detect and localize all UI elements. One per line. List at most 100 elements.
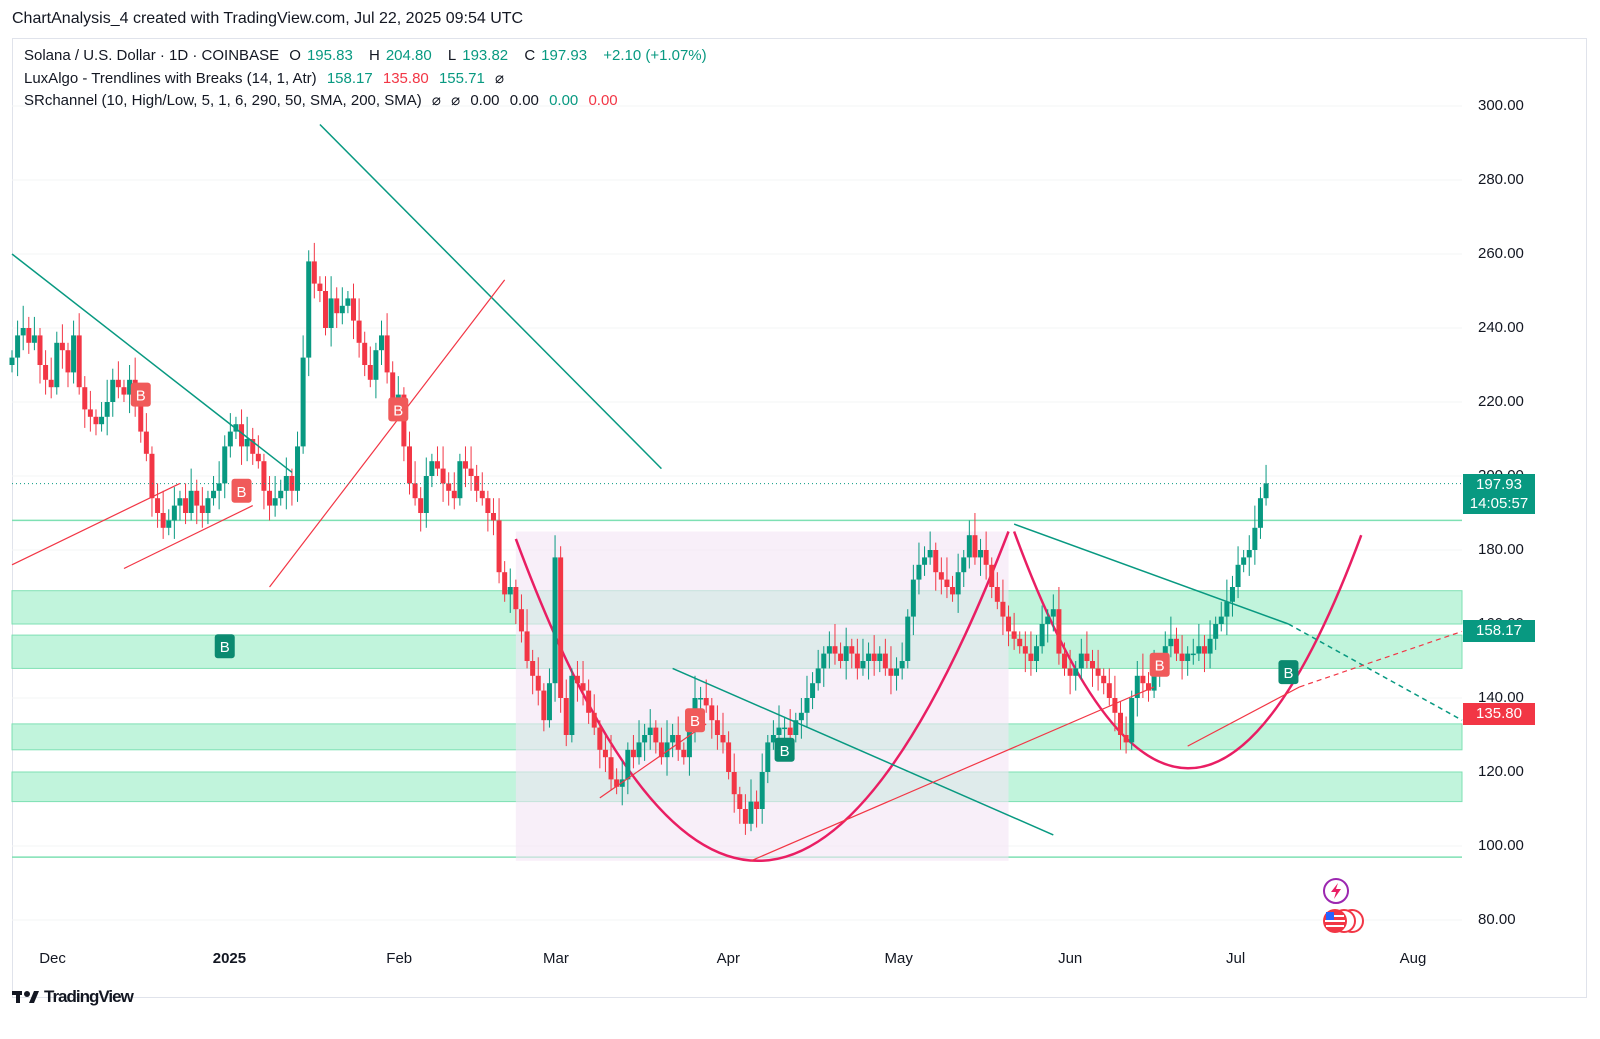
candle-body bbox=[664, 742, 670, 758]
candle-body bbox=[9, 357, 15, 365]
candle-body bbox=[1117, 712, 1123, 735]
uptrend-line bbox=[269, 279, 506, 588]
price-tick-label: 140.00 bbox=[1478, 689, 1524, 706]
price-tick-label: 240.00 bbox=[1478, 319, 1524, 336]
candle-body bbox=[916, 564, 922, 580]
candle-body bbox=[972, 535, 978, 558]
close-value: 197.93 bbox=[541, 47, 588, 64]
candle-body bbox=[1134, 675, 1140, 698]
candle-body bbox=[334, 298, 340, 314]
candle-body bbox=[955, 572, 961, 595]
time-tick-label: Mar bbox=[543, 950, 569, 967]
candle-body bbox=[1229, 587, 1235, 602]
candle-body bbox=[1062, 653, 1068, 669]
candle-body bbox=[838, 653, 844, 661]
change-value: +2.10 (+1.07%) bbox=[603, 47, 707, 64]
candle-body bbox=[1067, 668, 1073, 676]
candle-body bbox=[418, 498, 424, 513]
candle-body bbox=[535, 675, 541, 691]
candle-body bbox=[558, 557, 564, 698]
low-label: L bbox=[447, 47, 457, 64]
break-marker-letter: B bbox=[136, 388, 146, 405]
price-tick-label: 80.00 bbox=[1478, 911, 1516, 928]
indicator-name-luxalgo[interactable]: LuxAlgo - Trendlines with Breaks (14, 1,… bbox=[24, 70, 317, 87]
break-marker-letter: B bbox=[237, 484, 247, 501]
candle-body bbox=[272, 498, 278, 506]
candle-body bbox=[412, 483, 418, 499]
time-tick-label: Jun bbox=[1058, 950, 1083, 967]
downtrend-line bbox=[1288, 623, 1463, 721]
time-tick-label: Feb bbox=[386, 950, 413, 967]
candle-body bbox=[698, 698, 704, 700]
candle-body bbox=[26, 328, 32, 343]
candle-body bbox=[894, 668, 900, 676]
candle-body bbox=[1106, 683, 1112, 698]
candle-body bbox=[602, 749, 608, 758]
candle-body bbox=[642, 735, 648, 743]
candle-body bbox=[810, 683, 816, 698]
high-value: 204.80 bbox=[385, 47, 432, 64]
candle-body bbox=[731, 772, 737, 795]
candle-body bbox=[183, 498, 189, 513]
candle-body bbox=[821, 653, 827, 669]
candle-body bbox=[978, 550, 984, 558]
cup-curve bbox=[1012, 531, 1363, 770]
candle-body bbox=[1056, 609, 1062, 654]
candle-body bbox=[76, 335, 82, 388]
footer-brand[interactable]: TradingView bbox=[12, 987, 134, 1007]
candle-body bbox=[138, 402, 144, 432]
symbol-name[interactable]: Solana / U.S. Dollar · 1D · COINBASE bbox=[24, 47, 280, 64]
candle-body bbox=[1112, 698, 1118, 713]
candle-body bbox=[194, 490, 200, 506]
candle-body bbox=[647, 727, 653, 735]
candle-body bbox=[1241, 557, 1247, 565]
legend-line-srchannel[interactable]: SRchannel (10, High/Low, 5, 1, 6, 290, 5… bbox=[24, 91, 624, 109]
candle-body bbox=[1252, 527, 1258, 550]
candle-body bbox=[457, 461, 463, 499]
break-marker-badge bbox=[388, 397, 409, 422]
candle-body bbox=[1218, 616, 1224, 624]
candle-body bbox=[468, 468, 474, 476]
candle-body bbox=[48, 379, 54, 388]
candle-body bbox=[714, 720, 720, 735]
candle-body bbox=[406, 446, 412, 484]
candle-body bbox=[507, 587, 513, 595]
candle-body bbox=[127, 379, 133, 395]
candle-body bbox=[1000, 601, 1006, 617]
candle-body bbox=[675, 735, 681, 750]
candle-body bbox=[267, 490, 273, 506]
candle-body bbox=[866, 653, 872, 661]
signal-markers-layer: B B B B B B B B bbox=[130, 382, 1299, 762]
candle-body bbox=[591, 712, 597, 728]
price-tick-label: 280.00 bbox=[1478, 171, 1524, 188]
countdown-value: 14:05:57 bbox=[1469, 495, 1529, 512]
indicator-name-srchannel[interactable]: SRchannel (10, High/Low, 5, 1, 6, 290, 5… bbox=[24, 92, 422, 109]
candle-body bbox=[989, 564, 995, 587]
srchannel-value-5: 0.00 bbox=[549, 92, 579, 109]
candle-body bbox=[798, 712, 804, 721]
candle-body bbox=[155, 498, 161, 513]
candle-body bbox=[552, 557, 558, 684]
candle-body bbox=[373, 350, 379, 380]
time-tick-label: Jul bbox=[1226, 950, 1246, 967]
candle-body bbox=[994, 587, 1000, 602]
candle-body bbox=[1196, 646, 1202, 654]
candle-body bbox=[580, 683, 586, 691]
candle-body bbox=[429, 461, 435, 476]
candle-body bbox=[1129, 698, 1135, 743]
candle-body bbox=[636, 742, 642, 758]
candle-body bbox=[1213, 624, 1219, 639]
legend-line-symbol[interactable]: Solana / U.S. Dollar · 1D · COINBASE O 19… bbox=[24, 47, 713, 64]
downtrend-line bbox=[672, 667, 1054, 836]
lightning-icon[interactable] bbox=[1322, 877, 1352, 907]
candle-body bbox=[54, 342, 60, 388]
last-price-tag: 197.93 14:05:57 bbox=[1463, 474, 1535, 514]
legend-line-luxalgo[interactable]: LuxAlgo - Trendlines with Breaks (14, 1,… bbox=[24, 69, 510, 87]
buy-marker-badge bbox=[214, 634, 235, 659]
us-flag-icon[interactable] bbox=[1320, 907, 1370, 937]
candle-body bbox=[239, 424, 245, 447]
break-marker-badge bbox=[231, 478, 252, 503]
candle-body bbox=[608, 757, 614, 780]
candle-body bbox=[630, 749, 636, 758]
